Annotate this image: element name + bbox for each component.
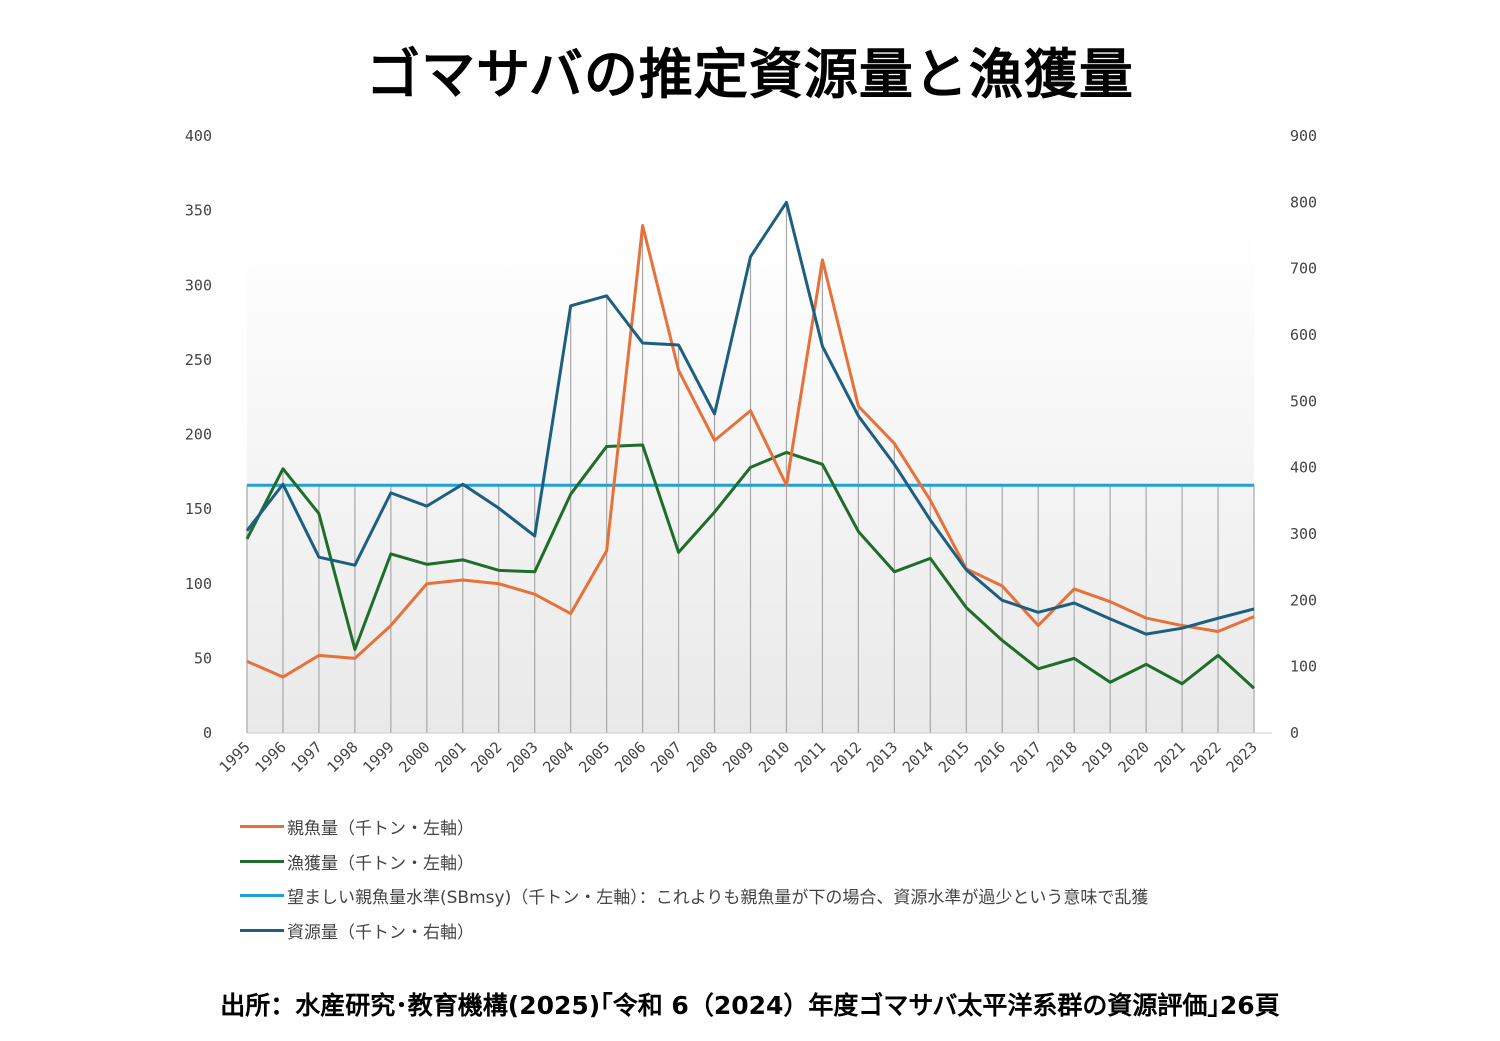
x-axis-tick-label: 2019 — [1079, 738, 1117, 776]
legend-label: 漁獲量（千トン・左軸） — [287, 853, 474, 874]
legend-item: 資源量（千トン・右軸） — [240, 918, 474, 943]
x-axis-tick-label: 2000 — [395, 738, 433, 776]
legend-item: 望ましい親魚量水準(SBmsy)（千トン・左軸）：これよりも親魚量が下の場合、資… — [240, 883, 1148, 908]
right-axis-tick-label: 400 — [1290, 459, 1317, 477]
x-axis-tick-label: 2023 — [1223, 738, 1261, 776]
x-axis-tick-label: 2018 — [1043, 738, 1081, 776]
right-axis-tick-label: 100 — [1290, 658, 1317, 676]
x-axis-tick-label: 2012 — [827, 738, 865, 776]
x-axis-tick-label: 2006 — [611, 738, 649, 776]
x-axis-tick-label: 1995 — [216, 738, 254, 776]
right-axis-tick-label: 700 — [1290, 260, 1317, 278]
left-axis-tick-label: 50 — [194, 649, 212, 667]
x-axis-tick-label: 2014 — [899, 738, 937, 776]
legend-label: 親魚量（千トン・左軸） — [287, 819, 474, 839]
x-axis-tick-label: 2003 — [503, 738, 541, 776]
x-axis-tick-label: 1996 — [252, 738, 290, 776]
right-axis-tick-label: 300 — [1290, 525, 1317, 543]
right-axis-tick-label: 800 — [1290, 193, 1317, 211]
right-axis-tick-label: 200 — [1290, 591, 1317, 609]
x-axis-tick-label: 2001 — [431, 738, 469, 776]
legend-swatch — [240, 894, 284, 897]
right-axis-tick-label: 600 — [1290, 326, 1317, 344]
x-axis-tick-label: 2013 — [863, 738, 901, 776]
x-axis-tick-label: 1999 — [359, 738, 397, 776]
x-axis-tick-label: 2008 — [683, 738, 721, 776]
left-axis-tick-label: 250 — [185, 351, 212, 369]
left-axis-tick-label: 300 — [185, 276, 212, 294]
right-axis-tick-label: 0 — [1290, 724, 1299, 742]
chart-title: ゴマサバの推定資源量と漁獲量 — [366, 43, 1134, 106]
legend-label: 望ましい親魚量水準(SBmsy)（千トン・左軸）：これよりも親魚量が下の場合、資… — [287, 888, 1149, 908]
source-note: 出所：水産研究･教育機構(2025)｢令和 6（2024）年度ゴマサバ太平洋系群… — [220, 991, 1280, 1020]
legend-swatch — [240, 928, 284, 932]
right-axis-tick-label: 500 — [1290, 392, 1317, 410]
left-axis-tick-label: 100 — [185, 575, 212, 593]
legend-item: 親魚量（千トン・左軸） — [240, 814, 474, 839]
right-axis-tick-label: 900 — [1290, 127, 1317, 145]
x-axis-tick-label: 2002 — [467, 738, 505, 776]
x-axis-tick-label: 2010 — [755, 738, 793, 776]
x-axis-tick-label: 2005 — [575, 738, 613, 776]
x-axis-tick-label: 2004 — [539, 738, 577, 776]
left-axis-tick-label: 400 — [185, 127, 212, 145]
chart-svg: 0 50 100 150 200 250 300 350 400 0 100 200 300 400 500… — [185, 127, 1317, 776]
x-axis-tick-label: 2020 — [1115, 738, 1153, 776]
x-axis-tick-label: 1997 — [287, 738, 325, 776]
left-axis-tick-label: 200 — [185, 426, 212, 444]
legend-item: 漁獲量（千トン・左軸） — [240, 849, 474, 874]
x-axis-tick-label: 2017 — [1007, 738, 1045, 776]
x-axis-tick-label: 2021 — [1151, 738, 1189, 776]
x-axis-tick-label: 1998 — [323, 738, 361, 776]
left-axis-tick-label: 0 — [203, 724, 212, 742]
legend-swatch — [240, 859, 284, 863]
left-axis-tick-label: 150 — [185, 500, 212, 518]
x-axis-tick-label: 2009 — [719, 738, 757, 776]
x-axis-tick-label: 2015 — [935, 738, 973, 776]
x-axis-tick-label: 2007 — [647, 738, 685, 776]
legend-swatch — [240, 825, 284, 828]
x-axis-tick-label: 2016 — [971, 738, 1009, 776]
legend-label: 資源量（千トン・右軸） — [287, 922, 474, 943]
x-axis-tick-label: 2011 — [791, 738, 829, 776]
x-axis-tick-label: 2022 — [1187, 738, 1225, 776]
left-axis-tick-label: 350 — [185, 202, 212, 220]
